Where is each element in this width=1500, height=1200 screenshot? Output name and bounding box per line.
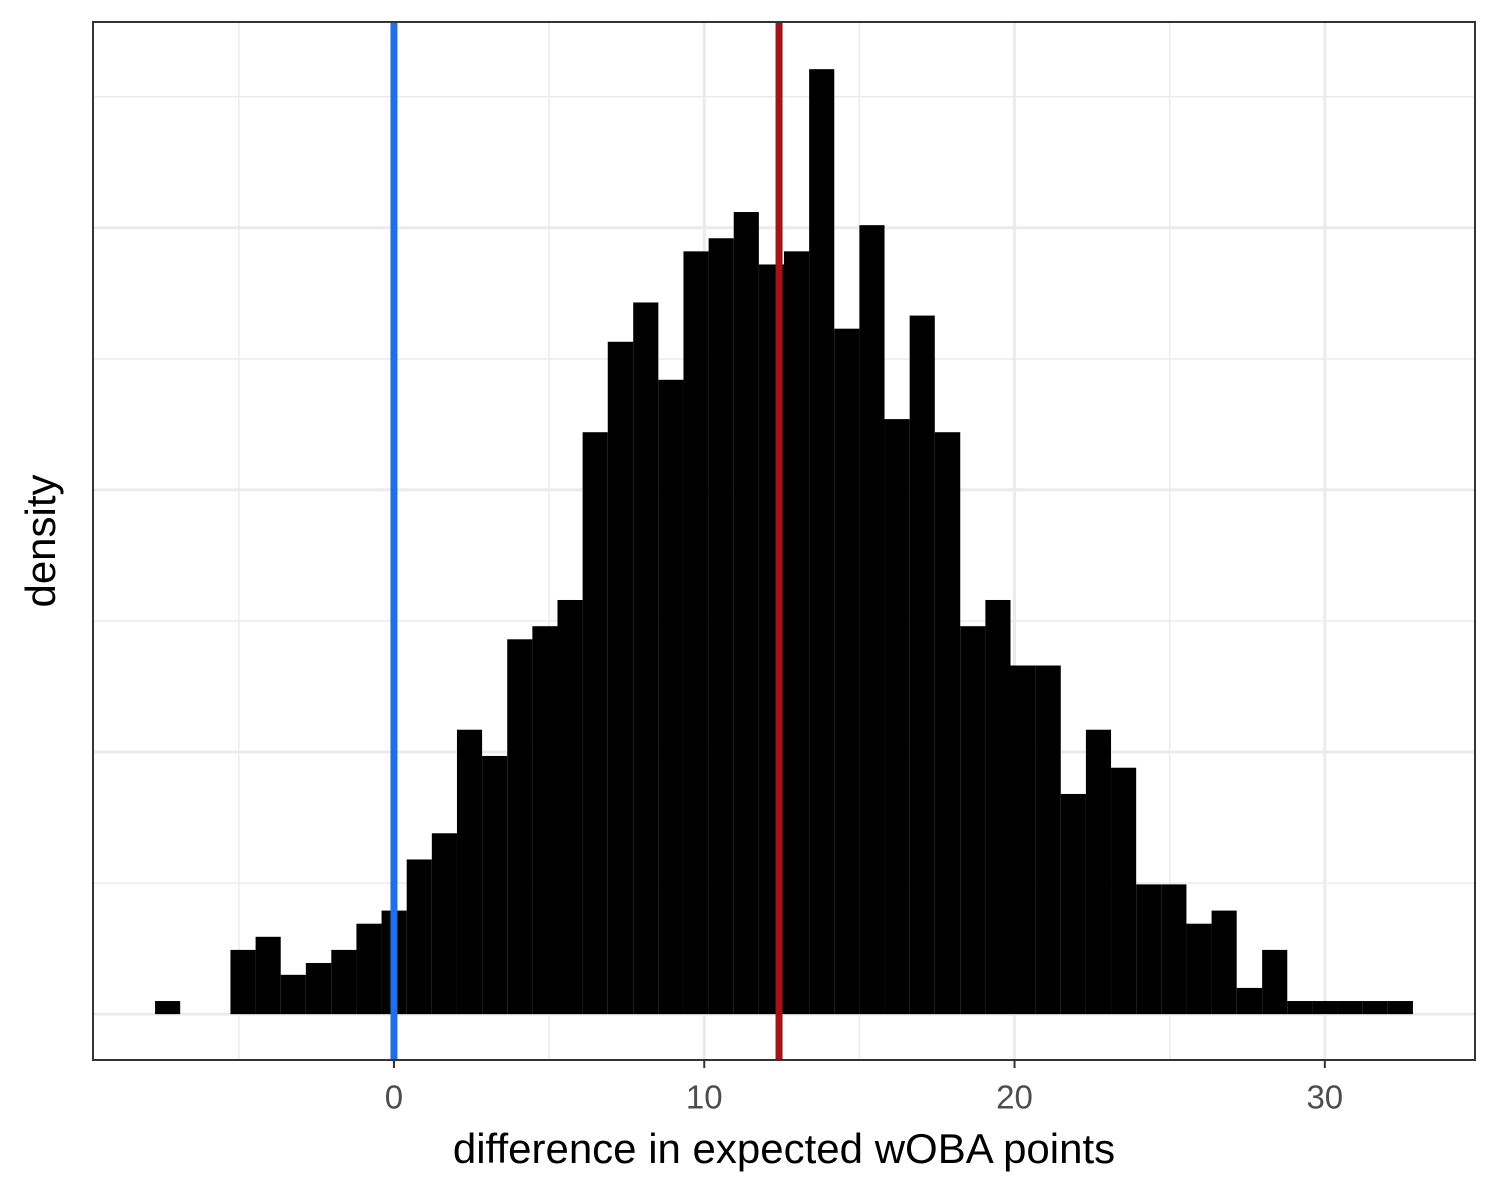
bar xyxy=(1111,767,1137,1015)
bar xyxy=(708,238,734,1015)
x-tick-label: 30 xyxy=(1306,1079,1343,1116)
bar xyxy=(884,419,910,1015)
bar xyxy=(1060,793,1086,1015)
bar xyxy=(582,432,608,1015)
bar xyxy=(532,626,558,1015)
bar xyxy=(934,432,961,1015)
plot-border xyxy=(92,21,1476,1061)
x-tick-label: 10 xyxy=(686,1079,723,1116)
bar xyxy=(155,1001,181,1015)
bar xyxy=(331,949,357,1015)
bar xyxy=(633,302,659,1015)
bar xyxy=(607,341,634,1015)
bar xyxy=(1186,923,1212,1015)
bar xyxy=(1136,884,1162,1015)
bar xyxy=(230,949,256,1015)
bar xyxy=(809,69,835,1015)
bar xyxy=(834,328,860,1015)
bar xyxy=(557,599,583,1015)
bar xyxy=(1312,1001,1338,1015)
bar xyxy=(909,315,935,1015)
bar xyxy=(1262,949,1288,1015)
bar xyxy=(1085,729,1112,1015)
bar xyxy=(456,729,483,1015)
bar xyxy=(1362,1001,1388,1015)
y-axis-title: density xyxy=(17,474,64,607)
bar xyxy=(406,859,432,1015)
bar xyxy=(255,936,281,1015)
x-tick-label: 20 xyxy=(996,1079,1033,1116)
bar xyxy=(431,833,457,1015)
bar xyxy=(280,974,306,1015)
bar xyxy=(482,755,508,1015)
bar xyxy=(859,225,885,1015)
x-axis-title: difference in expected wOBA points xyxy=(453,1125,1115,1172)
bar xyxy=(1211,910,1237,1015)
bar xyxy=(1161,884,1187,1015)
bar xyxy=(1035,665,1061,1015)
bar xyxy=(658,379,684,1015)
bar xyxy=(507,639,533,1015)
bar xyxy=(305,963,332,1015)
bar xyxy=(683,251,709,1015)
bar xyxy=(1387,1001,1413,1015)
bar xyxy=(733,212,759,1015)
x-tick-label: 0 xyxy=(385,1079,403,1116)
bar xyxy=(1287,1001,1313,1015)
bar xyxy=(985,599,1011,1015)
bar xyxy=(1337,1001,1363,1015)
bar xyxy=(356,923,382,1015)
bar xyxy=(960,626,986,1015)
bar xyxy=(784,251,810,1015)
bar xyxy=(1236,987,1263,1015)
bar xyxy=(1010,665,1036,1015)
